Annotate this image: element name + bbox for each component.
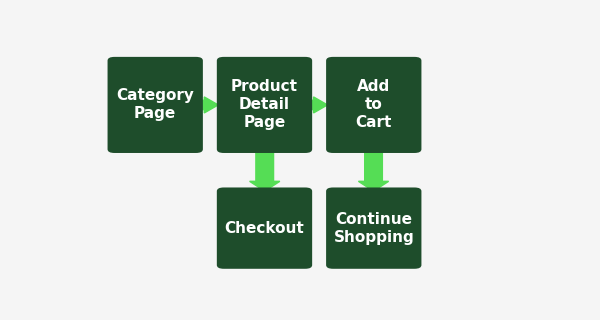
Text: Product
Detail
Page: Product Detail Page [231,79,298,131]
FancyBboxPatch shape [217,57,312,153]
FancyArrow shape [250,149,280,191]
FancyArrow shape [197,97,218,113]
Text: Continue
Shopping: Continue Shopping [334,212,414,244]
Text: Category
Page: Category Page [116,88,194,121]
Text: Add
to
Cart: Add to Cart [356,79,392,131]
Text: Checkout: Checkout [224,220,304,236]
FancyArrow shape [306,97,328,113]
FancyBboxPatch shape [326,57,421,153]
FancyBboxPatch shape [326,188,421,269]
FancyBboxPatch shape [107,57,203,153]
FancyArrow shape [358,149,389,191]
FancyBboxPatch shape [217,188,312,269]
